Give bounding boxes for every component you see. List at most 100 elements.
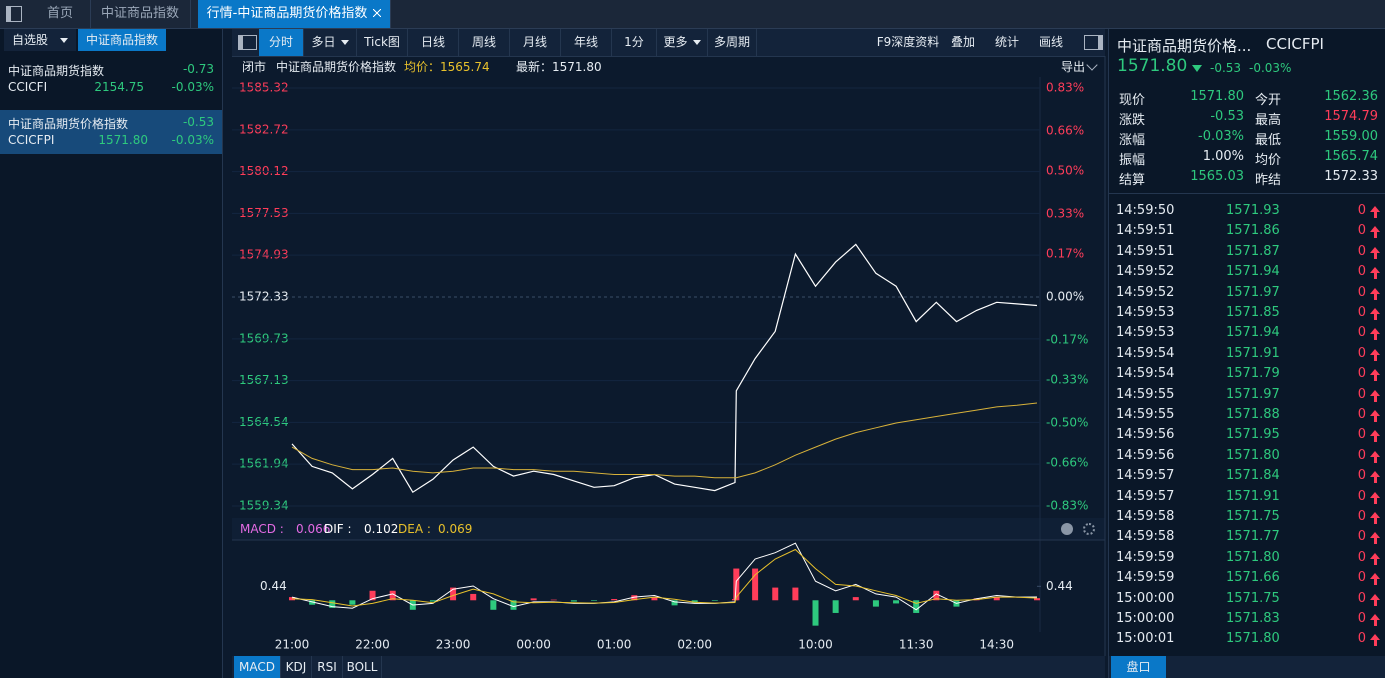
button-label: Tick图 [364, 35, 400, 49]
macd-bar [490, 600, 497, 610]
quote-label: 均价 [1255, 153, 1282, 168]
period-button[interactable]: 年线 [561, 29, 612, 56]
tick-volume: 0 [1357, 305, 1366, 320]
top-tab[interactable]: 行情-中证商品期货价格指数 [198, 0, 391, 28]
period-button[interactable]: 多日 [304, 29, 357, 56]
quote-panel: 中证商品期货价格... CCICFPI 1571.80 -0.53 -0.03%… [1108, 29, 1385, 678]
button-label: 月线 [522, 35, 547, 49]
macd-line [291, 542, 1038, 611]
tick-row: 14:59:57 1571.91 0 [1109, 489, 1385, 509]
tool-button[interactable]: 叠加 [950, 35, 975, 49]
up-arrow [1370, 369, 1380, 376]
settings-icon[interactable] [1083, 523, 1095, 535]
x-tick-label: 00:00 [516, 638, 551, 652]
tick-price: 1571.80 [1226, 549, 1280, 565]
tick-volume: 0 [1357, 631, 1366, 647]
tick-volume: 0 [1357, 611, 1366, 626]
up-arrow [1370, 491, 1380, 498]
layout-icon[interactable] [238, 35, 257, 50]
up-arrow-stem [1373, 395, 1377, 402]
button-label: 年线 [573, 35, 598, 49]
tick-volume: 0 [1357, 468, 1366, 484]
panel-toggle-icon[interactable] [1084, 35, 1103, 50]
legend-name: DEA [398, 518, 431, 540]
indicator-tab[interactable]: RSI [312, 656, 343, 678]
tick-row: 14:59:54 1571.91 0 [1109, 346, 1385, 366]
macd-bar [872, 600, 879, 607]
quote-label: 现价 [1119, 93, 1146, 108]
period-button[interactable]: 周线 [459, 29, 510, 56]
period-button[interactable]: 多周期 [708, 29, 757, 56]
period-button[interactable]: 日线 [408, 29, 459, 56]
quote-value: -0.53 [1210, 109, 1244, 124]
sidebar-tab[interactable]: 自选股 [4, 29, 76, 51]
menu-icon[interactable] [6, 6, 22, 22]
y2-tick-label: 0.17% [1046, 247, 1084, 261]
item-change: -0.53 [182, 115, 214, 129]
tick-time: 15:00:00 [1116, 590, 1175, 606]
period-button[interactable]: Tick图 [357, 29, 408, 56]
macd-line [291, 548, 1038, 607]
tick-volume: 0 [1357, 325, 1366, 341]
tick-price: 1571.94 [1226, 264, 1280, 280]
tick-price: 1571.95 [1226, 427, 1280, 443]
indicator-tab[interactable]: KDJ [281, 656, 312, 678]
up-arrow-stem [1373, 293, 1377, 300]
tick-price: 1571.88 [1226, 407, 1280, 422]
quote-label: 最低 [1255, 133, 1282, 148]
top-tab[interactable]: 首页 [30, 0, 91, 28]
sidebar-tab[interactable]: 中证商品指数 [78, 29, 166, 51]
watch-item[interactable]: 中证商品期货指数 -0.73 CCICFI 2154.75 -0.03% [0, 57, 222, 101]
y2-tick-label: 0.50% [1046, 164, 1084, 178]
period-button[interactable]: 分时 [259, 29, 304, 56]
item-change: -0.73 [182, 62, 214, 76]
tick-volume: 0 [1357, 203, 1366, 218]
export-button[interactable]: 导出 [1061, 60, 1086, 74]
export-caret[interactable] [1086, 59, 1098, 71]
y2-tick-label: 0.33% [1046, 206, 1084, 220]
tick-time: 14:59:51 [1116, 223, 1175, 239]
tick-time: 14:59:57 [1116, 488, 1175, 504]
tick-volume: 0 [1357, 549, 1366, 565]
tool-button[interactable]: F9深度资料 [876, 35, 940, 49]
macd-bar [973, 598, 980, 601]
quote-label: 最高 [1255, 113, 1282, 128]
macd-bar [611, 599, 618, 601]
period-button[interactable]: 更多 [657, 29, 708, 56]
button-label: 多日 [311, 35, 336, 49]
top-tab[interactable]: 中证商品指数 [90, 0, 191, 28]
up-arrow-stem [1373, 558, 1377, 565]
tick-time: 14:59:58 [1116, 529, 1175, 545]
item-pct: -0.03% [171, 133, 214, 147]
period-button[interactable]: 1分 [612, 29, 657, 56]
tick-row: 14:59:58 1571.77 0 [1109, 529, 1385, 549]
panel-tab[interactable]: 盘口 [1111, 656, 1166, 678]
close-icon[interactable] [1061, 523, 1073, 535]
macd-bar [832, 600, 839, 613]
y-tick-label: 0.44 [260, 579, 287, 593]
up-arrow [1370, 614, 1380, 620]
up-arrow-stem [1373, 497, 1377, 504]
tool-button[interactable]: 统计 [994, 35, 1019, 49]
button-label: 周线 [471, 35, 496, 49]
quote-value: 1559.00 [1324, 129, 1378, 144]
y-tick-label: 1572.33 [239, 290, 289, 304]
macd-bar [893, 600, 900, 604]
quote-pct: -0.03% [1249, 61, 1292, 75]
item-code: CCICFPI [8, 133, 55, 147]
period-button[interactable]: 月线 [510, 29, 561, 56]
indicator-tab[interactable]: MACD [234, 656, 281, 678]
legend-value: 0.066 [296, 522, 331, 536]
tick-row: 14:59:58 1571.75 0 [1109, 509, 1385, 529]
quote-label: 结算 [1119, 173, 1146, 188]
macd-bar [733, 568, 740, 601]
macd-bar [852, 597, 859, 601]
macd-bar [631, 595, 638, 601]
up-arrow-stem [1373, 252, 1377, 259]
tab-close[interactable] [373, 9, 382, 17]
tab-label: 中证商品指数 [100, 6, 179, 21]
item-code: CCICFI [8, 80, 48, 94]
watch-item[interactable]: 中证商品期货价格指数 -0.53 CCICFPI 1571.80 -0.03% [0, 110, 222, 154]
indicator-tab[interactable]: BOLL [343, 656, 382, 678]
tool-button[interactable]: 画线 [1038, 35, 1063, 49]
